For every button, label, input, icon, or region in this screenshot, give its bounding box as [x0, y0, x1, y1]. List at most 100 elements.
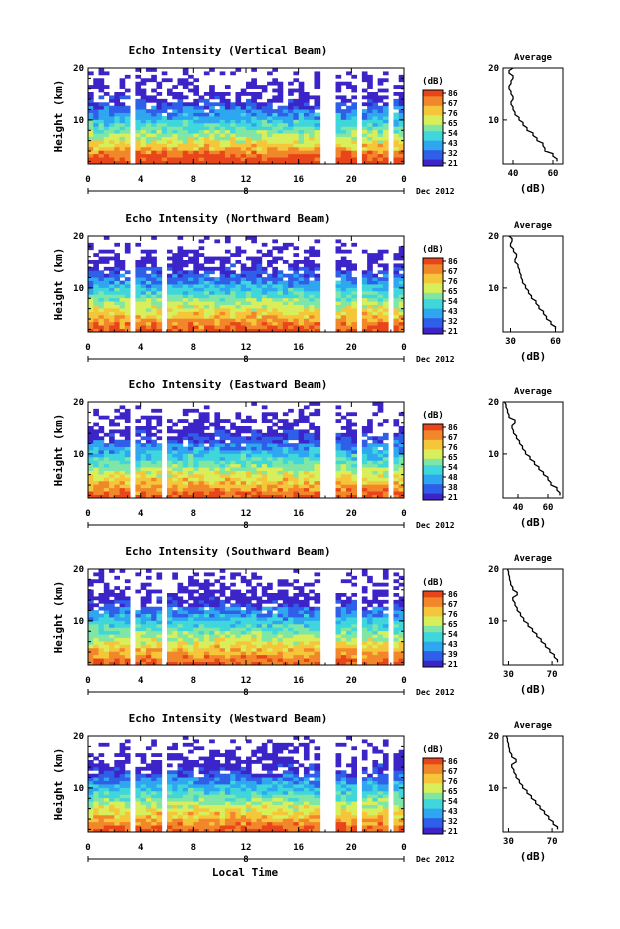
heatmap-cell [298, 150, 305, 155]
heatmap-cell [335, 617, 342, 621]
heatmap-cell [367, 256, 373, 261]
date-day: 8 [243, 355, 248, 365]
heatmap-cell [93, 641, 99, 645]
heatmap-cell [88, 436, 94, 441]
heatmap-cell [393, 153, 400, 158]
colorbar-tick-label: 86 [448, 257, 458, 266]
heatmap-cell [230, 436, 236, 441]
heatmap-cell [219, 460, 226, 465]
heatmap-cell [372, 105, 379, 110]
heatmap-cell [135, 484, 142, 489]
heatmap-cell [367, 304, 373, 309]
heatmap-cell [298, 436, 305, 441]
heatmap-cell [224, 487, 231, 492]
heatmap-cell [119, 606, 126, 611]
heatmap-cell [93, 463, 99, 468]
heatmap-cell [177, 126, 184, 131]
heatmap-cell [98, 606, 105, 611]
heatmap-cell [246, 146, 252, 151]
heatmap-cell [193, 294, 199, 299]
heatmap-cell [235, 308, 242, 312]
heatmap-cell [314, 439, 321, 444]
heatmap-cell [314, 150, 321, 155]
heatmap-cell [261, 297, 268, 302]
heatmap-cell [119, 477, 126, 482]
heatmap-cell [182, 263, 189, 268]
heatmap-cell [198, 494, 205, 499]
heatmap-cell [335, 325, 342, 329]
heatmap-cell [203, 297, 210, 302]
heatmap-cell [251, 318, 257, 323]
heatmap-cell [167, 491, 173, 495]
heatmap-cell [335, 654, 342, 659]
heatmap-cell [398, 277, 405, 281]
heatmap-cell [119, 412, 126, 417]
heatmap-cell [372, 129, 379, 134]
heatmap-cell [303, 453, 310, 458]
heatmap-cell [151, 637, 157, 642]
heatmap-cell [361, 321, 368, 326]
heatmap-cell [335, 150, 342, 155]
heatmap-cell [256, 627, 263, 632]
heatmap-cell [172, 266, 178, 271]
heatmap-cell [103, 620, 110, 625]
heatmap-cell [161, 78, 168, 83]
heatmap-cell [335, 270, 342, 275]
heatmap-cell [314, 627, 321, 632]
heatmap-cell [114, 637, 120, 642]
heatmap-cell [309, 606, 315, 611]
heatmap-cell [98, 116, 105, 120]
heatmap-cell [172, 446, 178, 451]
heatmap-cell [88, 467, 94, 471]
heatmap-cell [140, 623, 147, 628]
heatmap-cell [224, 456, 231, 461]
heatmap-cell [224, 308, 231, 312]
heatmap-cell [267, 129, 273, 134]
heatmap-cell [351, 494, 357, 499]
heatmap-cell [303, 311, 310, 316]
heatmap-cell [235, 610, 242, 614]
heatmap-cell [298, 617, 305, 621]
heatmap-cell [303, 290, 310, 295]
heatmap-cell [277, 491, 284, 495]
heatmap-cell [193, 160, 199, 165]
heatmap-cell [346, 133, 352, 137]
heatmap-cell [309, 480, 315, 485]
heatmap-cell [182, 647, 189, 652]
heatmap-cell [167, 129, 173, 134]
heatmap-cell [393, 157, 400, 161]
heatmap-cell [203, 480, 210, 485]
heatmap-cell [124, 249, 131, 254]
heatmap-cell [182, 105, 189, 110]
heatmap-cell [88, 126, 94, 131]
heatmap-cell [309, 253, 315, 257]
heatmap-cell [214, 460, 221, 465]
colorbar-segment [423, 134, 443, 138]
heatmap-cell [203, 620, 210, 625]
heatmap-cell [314, 402, 321, 406]
heatmap-cell [88, 582, 94, 587]
heatmap-cell [140, 81, 147, 86]
heatmap-cell [240, 658, 247, 662]
heatmap-cell [209, 95, 215, 100]
heatmap-cell [219, 294, 226, 299]
heatmap-cell [124, 74, 131, 79]
heatmap-cell [251, 297, 257, 302]
heatmap-cell [230, 654, 236, 659]
heatmap-cell [182, 630, 189, 635]
heatmap-cell [98, 467, 105, 471]
heatmap-cell [240, 270, 247, 275]
heatmap-cell [272, 439, 278, 444]
heatmap-cell [277, 456, 284, 461]
heatmap-cell [393, 294, 400, 299]
heatmap-cell [251, 109, 257, 113]
heatmap-cell [272, 432, 278, 437]
heatmap-cell [135, 157, 142, 161]
heatmap-cell [256, 105, 263, 110]
heatmap-cell [182, 634, 189, 638]
heatmap-cell [340, 480, 347, 485]
heatmap-cell [398, 119, 405, 124]
heatmap-cell [140, 95, 147, 100]
heatmap-cell [314, 456, 321, 461]
heatmap-cell [135, 589, 142, 594]
